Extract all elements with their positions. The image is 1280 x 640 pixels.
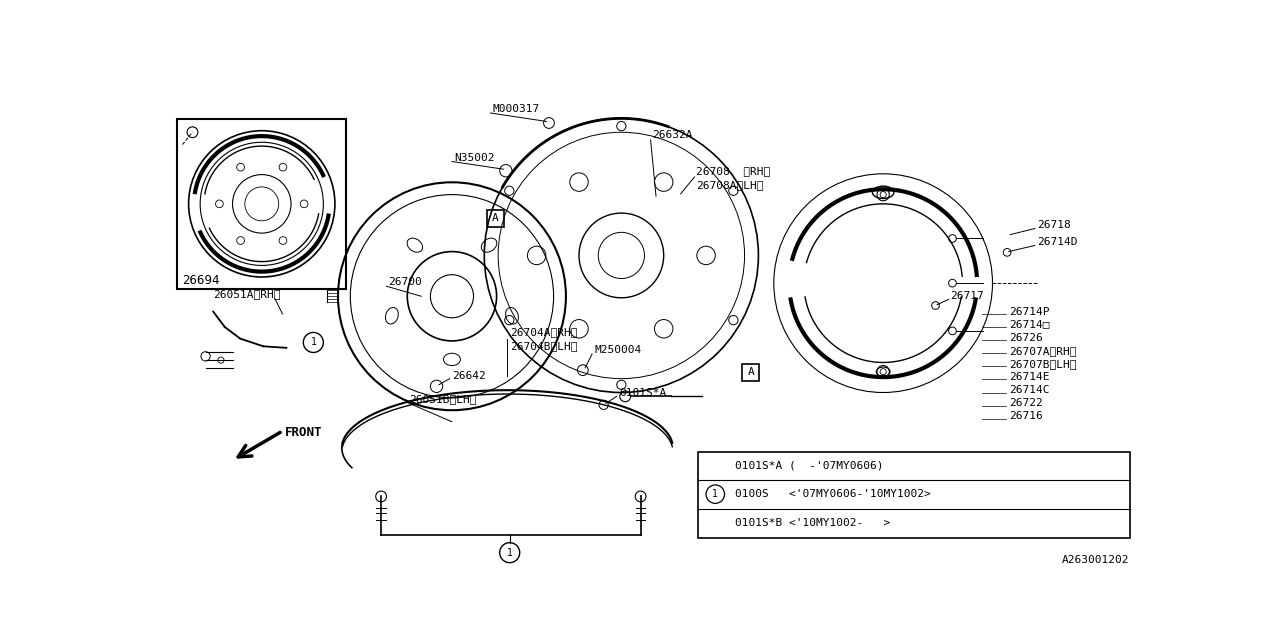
Text: 26642: 26642	[452, 371, 485, 381]
Text: 26726: 26726	[1009, 333, 1042, 343]
Text: 0101S*A: 0101S*A	[620, 387, 667, 397]
Text: 26632A: 26632A	[652, 129, 692, 140]
Text: 26714D: 26714D	[1037, 237, 1078, 247]
Text: 26708A〈LH〉: 26708A〈LH〉	[696, 180, 764, 189]
Text: 1: 1	[311, 337, 316, 348]
Text: 26718: 26718	[1037, 220, 1071, 230]
Text: 26717: 26717	[950, 291, 984, 301]
Text: 26700: 26700	[388, 276, 422, 287]
Text: 26051B〈LH〉: 26051B〈LH〉	[410, 394, 477, 404]
Text: A: A	[748, 367, 754, 378]
Text: A263001202: A263001202	[1062, 556, 1129, 565]
Text: M000317: M000317	[493, 104, 540, 114]
Text: 26694: 26694	[183, 275, 220, 287]
Text: N35002: N35002	[454, 153, 495, 163]
Bar	[486, 210, 503, 227]
Text: 26704A〈RH〉: 26704A〈RH〉	[509, 328, 577, 337]
Text: 26714E: 26714E	[1009, 372, 1050, 382]
Text: 26714P: 26714P	[1009, 307, 1050, 317]
Text: 0101S*B <'10MY1002-   >: 0101S*B <'10MY1002- >	[735, 518, 891, 527]
Text: 1: 1	[713, 489, 718, 499]
Text: FRONT: FRONT	[285, 426, 323, 439]
Bar	[177, 119, 347, 289]
Text: 0101S*A (  -'07MY0606): 0101S*A ( -'07MY0606)	[735, 461, 883, 470]
Bar	[699, 452, 1129, 538]
Text: 26708  〈RH〉: 26708 〈RH〉	[696, 166, 771, 176]
Text: 26714□: 26714□	[1009, 320, 1050, 330]
Text: 26714C: 26714C	[1009, 385, 1050, 395]
Text: A: A	[492, 214, 498, 223]
Text: 26722: 26722	[1009, 398, 1042, 408]
Text: 26051A〈RH〉: 26051A〈RH〉	[214, 289, 280, 299]
Bar	[742, 364, 759, 381]
Text: M250004: M250004	[594, 345, 641, 355]
Text: 26707B〈LH〉: 26707B〈LH〉	[1009, 359, 1076, 369]
Text: 26707A〈RH〉: 26707A〈RH〉	[1009, 346, 1076, 356]
Text: 1: 1	[507, 548, 512, 557]
Text: 26716: 26716	[1009, 412, 1042, 421]
Text: 0100S   <'07MY0606-'10MY1002>: 0100S <'07MY0606-'10MY1002>	[735, 489, 931, 499]
Text: 26704B〈LH〉: 26704B〈LH〉	[509, 341, 577, 351]
